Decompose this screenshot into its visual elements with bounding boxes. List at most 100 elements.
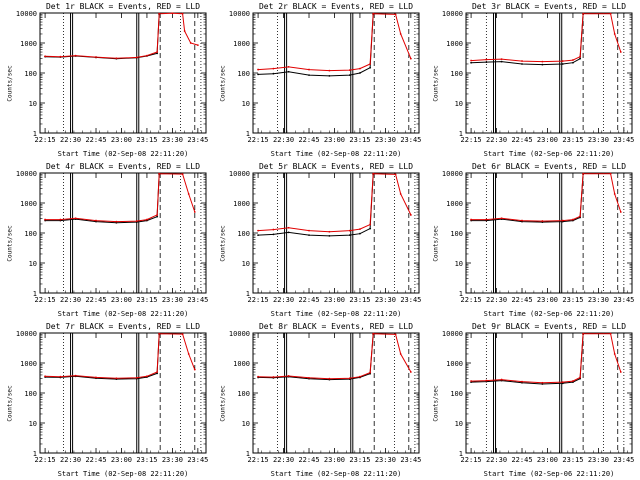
- y-tick-label: 1: [33, 450, 37, 458]
- chart-title: Det 5r BLACK = Events, RED = LLD: [258, 162, 414, 171]
- data-point: [181, 12, 184, 15]
- chart-panel: 1 10 100 1000 10000 22:15 22:30 22:45 23:00 23:15…: [213, 0, 426, 160]
- x-tick-label: 23:00: [537, 456, 558, 464]
- y-tick-label: 10000: [442, 10, 463, 18]
- chart-svg: 1 10 100 1000 10000 22:15 22:30 22:45 23:00 23:15…: [229, 170, 421, 304]
- x-tick-label: 22:30: [486, 296, 507, 304]
- x-tick-label: 23:15: [349, 296, 370, 304]
- chart-panel: 1 10 100 1000 10000 22:15 22:30 22:45 23:00 23:15…: [0, 160, 213, 320]
- y-tick-label: 10: [455, 100, 463, 108]
- y-tick-label: 10: [29, 100, 37, 108]
- y-tick-label: 1000: [446, 200, 463, 208]
- x-tick-label: 23:45: [187, 296, 208, 304]
- data-point: [369, 227, 372, 230]
- y-tick-label: 100: [24, 390, 37, 398]
- chart-panel: 1 10 100 1000 10000 22:15 22:30 22:45 23:00 23:15…: [426, 320, 639, 480]
- y-tick-label: 10000: [16, 10, 37, 18]
- y-axis-label: Counts/sec: [432, 225, 440, 262]
- data-point: [348, 377, 351, 380]
- x-tick-label: 23:45: [400, 296, 421, 304]
- data-point: [74, 217, 77, 220]
- y-axis-label: Counts/sec: [6, 225, 14, 262]
- x-tick-label: 23:00: [111, 456, 132, 464]
- data-point: [95, 56, 97, 58]
- data-point: [485, 218, 488, 221]
- y-axis-label: Counts/sec: [6, 65, 14, 102]
- y-tick-label: 1000: [233, 360, 250, 368]
- data-point: [500, 58, 503, 61]
- data-point: [579, 55, 581, 58]
- y-tick-label: 100: [450, 230, 463, 238]
- data-point: [579, 215, 581, 218]
- data-point: [193, 368, 196, 371]
- x-tick-label: 22:15: [35, 456, 56, 464]
- data-point: [470, 59, 472, 62]
- x-tick-label: 22:30: [486, 456, 507, 464]
- data-point: [485, 379, 488, 382]
- data-point: [359, 232, 361, 235]
- x-tick-label: 22:45: [85, 296, 106, 304]
- data-point: [613, 193, 616, 195]
- data-point: [399, 353, 402, 355]
- y-tick-label: 100: [237, 390, 250, 398]
- chart-title: Det 9r BLACK = Events, RED = LLD: [471, 322, 627, 331]
- data-point: [146, 54, 148, 57]
- data-point: [156, 51, 159, 53]
- y-tick-label: 1000: [20, 360, 37, 368]
- chart-svg: 1 10 100 1000 10000 22:15 22:30 22:45 23:00 23:15…: [442, 170, 634, 304]
- x-tick-label: 23:30: [588, 456, 609, 464]
- series-line: [258, 14, 374, 77]
- x-tick-label: 23:15: [562, 136, 583, 144]
- data-point: [369, 371, 372, 374]
- data-point: [359, 228, 361, 230]
- data-point: [187, 353, 190, 355]
- data-point: [171, 12, 174, 15]
- plot-frame: [39, 12, 207, 134]
- data-point: [541, 220, 544, 222]
- data-point: [158, 12, 161, 15]
- x-tick-label: 23:00: [324, 456, 345, 464]
- series-line: [45, 12, 199, 59]
- data-point: [359, 72, 361, 74]
- x-tick-label: 23:45: [613, 296, 634, 304]
- data-point: [409, 214, 412, 216]
- data-point: [308, 74, 310, 77]
- data-point: [187, 193, 190, 195]
- data-point: [287, 231, 290, 234]
- y-tick-label: 1000: [233, 200, 250, 208]
- x-tick-label: 23:00: [537, 296, 558, 304]
- data-point: [579, 377, 581, 380]
- x-tick-label: 22:45: [511, 456, 532, 464]
- y-tick-label: 100: [450, 390, 463, 398]
- y-axis-label: Counts/sec: [219, 385, 227, 422]
- data-point: [561, 219, 564, 222]
- data-point: [541, 381, 544, 384]
- data-point: [521, 219, 523, 222]
- data-point: [272, 228, 275, 231]
- data-point: [156, 52, 159, 55]
- data-point: [328, 69, 331, 72]
- y-tick-label: 100: [24, 70, 37, 78]
- series-line: [258, 173, 412, 233]
- x-tick-label: 22:15: [248, 296, 269, 304]
- y-tick-label: 10000: [229, 170, 250, 178]
- data-point: [619, 211, 622, 213]
- series-line: [258, 334, 374, 381]
- series-line: [258, 333, 412, 380]
- data-point: [257, 229, 259, 232]
- data-point: [521, 380, 523, 383]
- y-tick-label: 10000: [442, 170, 463, 178]
- x-tick-label: 22:45: [298, 296, 319, 304]
- plot-frame: [252, 332, 420, 454]
- data-point: [328, 75, 331, 77]
- series-line: [45, 334, 160, 380]
- series-line: [471, 173, 622, 222]
- data-point: [44, 375, 46, 378]
- x-tick-label: 23:30: [162, 296, 183, 304]
- series-line: [45, 173, 196, 223]
- chart-svg: 1 10 100 1000 10000 22:15 22:30 22:45 23:00 23:15…: [16, 10, 208, 144]
- x-axis-label: Start Time (02-Sep-08 22:11:20): [270, 470, 402, 478]
- data-point: [372, 332, 375, 335]
- data-point: [609, 12, 612, 15]
